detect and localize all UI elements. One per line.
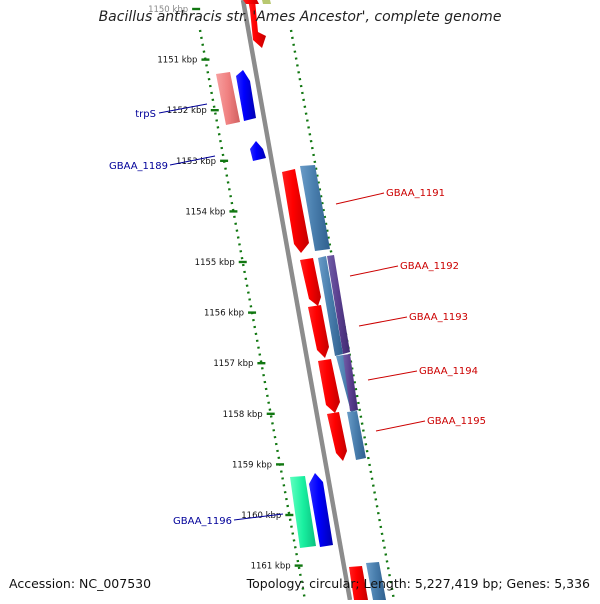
label-text: GBAA_1191 <box>386 188 445 199</box>
gene-arrow-GBAA_1196[interactable] <box>309 473 333 547</box>
gene-arrow-trpS[interactable] <box>236 70 256 121</box>
label-text: GBAA_1189 <box>109 161 168 172</box>
label-GBAA_1195[interactable]: GBAA_1195 <box>375 416 486 432</box>
label-GBAA_1193[interactable]: GBAA_1193 <box>358 312 468 327</box>
gene-arrow-GBAA_1194[interactable] <box>318 359 340 413</box>
gene-arrow[interactable] <box>243 0 259 4</box>
genome-stats-text: Topology: circular; Length: 5,227,419 bp… <box>246 576 590 591</box>
gene-arrow[interactable] <box>349 566 368 600</box>
map-title: Bacillus anthracis str. 'Ames Ancestor',… <box>98 9 502 25</box>
ruler-label: 1158 kbp <box>223 410 263 420</box>
label-GBAA_1189[interactable]: GBAA_1189 <box>109 155 216 172</box>
ruler-label: 1151 kbp <box>157 56 197 66</box>
gene-box <box>262 0 271 4</box>
gene-arrow-GBAA_1196-pseudo[interactable] <box>290 476 316 548</box>
gene-box[interactable] <box>366 562 386 600</box>
ruler-label: 1153 kbp <box>176 157 216 167</box>
gene-arrow-GBAA_1195[interactable] <box>327 412 347 461</box>
label-GBAA_1192[interactable]: GBAA_1192 <box>349 261 459 277</box>
ruler-label: 1150 kbp <box>148 5 188 15</box>
gene-box-GBAA_1192[interactable] <box>318 256 343 356</box>
label-GBAA_1194[interactable]: GBAA_1194 <box>367 366 478 381</box>
gene-box-GBAA_1192-overlap[interactable] <box>327 255 350 354</box>
label-text: GBAA_1194 <box>419 366 478 377</box>
ruler-label: 1152 kbp <box>167 106 207 116</box>
gene-arrow-GBAA_1189[interactable] <box>250 141 266 161</box>
gene-box-GBAA_1195[interactable] <box>347 411 366 460</box>
gene-arrow[interactable] <box>248 0 266 48</box>
gene-arrow-GBAA_1191[interactable] <box>282 169 309 253</box>
ruler-label: 1157 kbp <box>213 359 253 369</box>
ruler-label: 1159 kbp <box>232 460 272 470</box>
gene-arrow-trpS-pseudo[interactable] <box>216 72 240 125</box>
gene-arrow-GBAA_1193[interactable] <box>308 305 329 358</box>
gene-box-GBAA_1194-overlap[interactable] <box>343 354 358 411</box>
ruler-label: 1161 kbp <box>251 562 291 572</box>
gene-box-GBAA_1191[interactable] <box>300 165 330 251</box>
kbp-ruler: 1150 kbp 1151 kbp 1152 kbp 1153 kbp 1154 kbp… <box>148 5 303 572</box>
label-GBAA_1191[interactable]: GBAA_1191 <box>335 188 445 205</box>
label-trpS[interactable]: trpS <box>135 103 208 120</box>
ruler-label: 1154 kbp <box>185 207 225 217</box>
label-text: trpS <box>135 109 156 120</box>
ruler-label: 1156 kbp <box>204 309 244 319</box>
accession-text: Accession: NC_007530 <box>9 576 152 591</box>
sequence-backbone <box>240 0 353 601</box>
ruler-label: 1155 kbp <box>195 258 235 268</box>
gene-arrow-GBAA_1192[interactable] <box>300 258 321 306</box>
label-text: GBAA_1193 <box>409 312 468 323</box>
ruler-label: 1160 kbp <box>241 511 281 521</box>
label-text: GBAA_1192 <box>400 261 459 272</box>
label-GBAA_1196[interactable]: GBAA_1196 <box>173 513 284 527</box>
label-text: GBAA_1196 <box>173 516 232 527</box>
label-text: GBAA_1195 <box>427 416 486 427</box>
